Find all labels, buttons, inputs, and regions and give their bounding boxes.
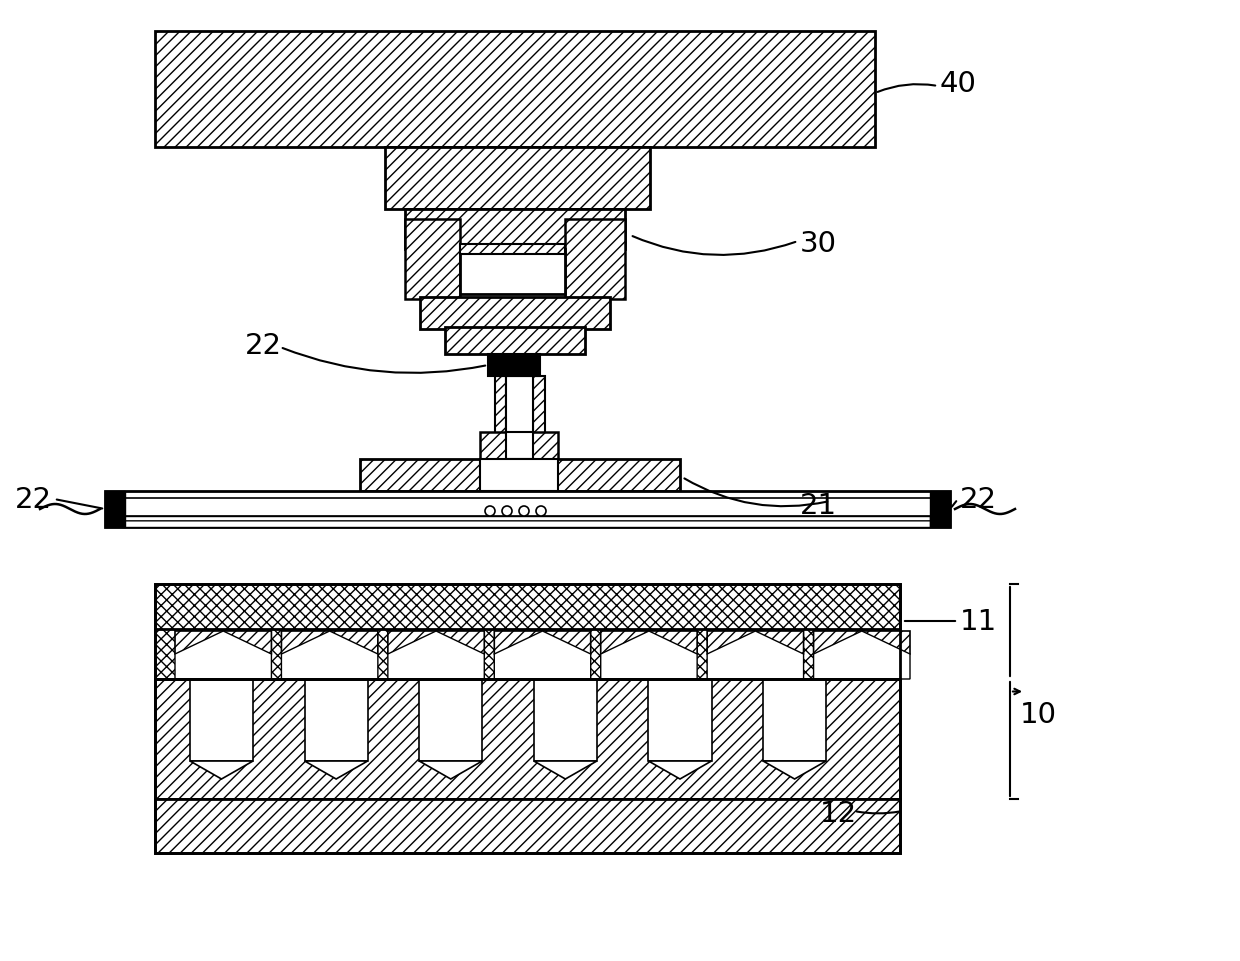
Bar <box>763 679 826 761</box>
Text: 22: 22 <box>15 485 52 513</box>
Circle shape <box>520 506 529 516</box>
Bar <box>122 499 932 516</box>
Polygon shape <box>534 761 596 779</box>
Bar <box>405 209 625 250</box>
Bar <box>305 679 367 761</box>
Polygon shape <box>281 631 378 679</box>
Bar <box>190 679 253 761</box>
Text: 22: 22 <box>960 485 997 513</box>
Polygon shape <box>600 631 697 679</box>
Polygon shape <box>813 631 910 679</box>
Text: 12: 12 <box>820 800 857 827</box>
Bar <box>533 377 546 455</box>
Polygon shape <box>707 631 804 679</box>
Bar <box>930 491 950 528</box>
Bar <box>105 491 125 528</box>
Bar <box>155 584 900 679</box>
Bar <box>105 491 950 528</box>
Polygon shape <box>495 631 590 679</box>
Bar <box>649 679 712 761</box>
Bar <box>480 459 558 491</box>
Polygon shape <box>763 761 826 779</box>
Circle shape <box>485 506 495 516</box>
Bar <box>419 679 482 761</box>
Text: 11: 11 <box>960 607 997 635</box>
Bar <box>506 432 533 459</box>
Polygon shape <box>175 631 272 679</box>
Bar <box>155 584 900 631</box>
Polygon shape <box>190 761 253 779</box>
Bar <box>506 377 533 434</box>
Polygon shape <box>495 631 590 679</box>
Bar <box>460 245 565 255</box>
Polygon shape <box>305 761 367 779</box>
Circle shape <box>536 506 546 516</box>
Bar <box>155 800 900 853</box>
Bar <box>420 298 610 330</box>
Polygon shape <box>649 761 712 779</box>
Bar <box>405 220 460 300</box>
Bar <box>489 355 539 377</box>
Bar <box>495 377 506 455</box>
Bar <box>155 629 900 679</box>
Polygon shape <box>388 631 485 679</box>
Bar <box>360 459 680 491</box>
Text: 30: 30 <box>800 230 837 258</box>
Polygon shape <box>281 631 378 679</box>
Bar <box>155 679 900 800</box>
Polygon shape <box>600 631 697 679</box>
Polygon shape <box>813 631 910 679</box>
Bar <box>155 679 900 853</box>
Bar <box>445 328 585 355</box>
Text: 22: 22 <box>246 332 281 359</box>
Bar <box>122 516 930 528</box>
Polygon shape <box>707 631 804 679</box>
Polygon shape <box>419 761 482 779</box>
Polygon shape <box>388 631 485 679</box>
Bar <box>460 250 565 295</box>
Text: 40: 40 <box>940 70 977 98</box>
Bar <box>480 432 558 459</box>
Polygon shape <box>175 631 272 679</box>
Bar <box>384 148 650 209</box>
Bar <box>534 679 596 761</box>
Circle shape <box>502 506 512 516</box>
Bar <box>565 220 625 300</box>
Bar <box>155 32 875 148</box>
Text: 10: 10 <box>1021 701 1056 728</box>
Text: 21: 21 <box>800 491 837 520</box>
